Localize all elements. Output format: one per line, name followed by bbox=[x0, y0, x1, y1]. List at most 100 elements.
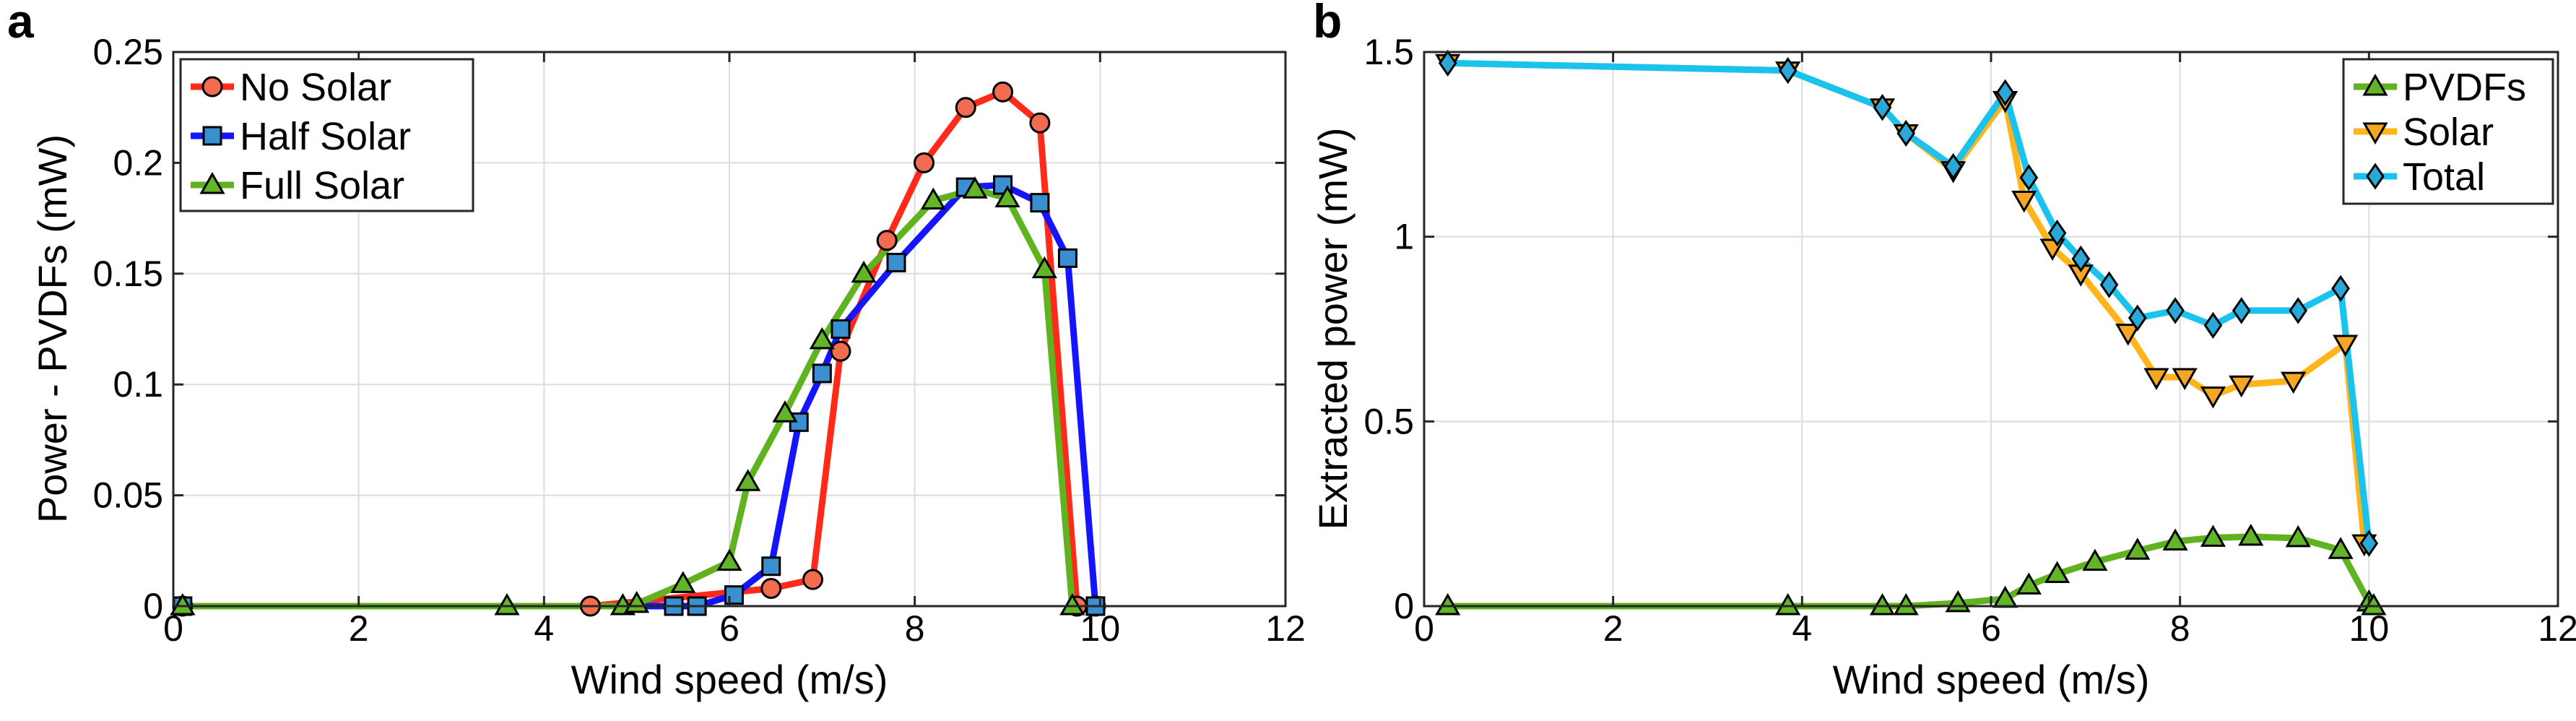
panel-b-series-pvdfs-point bbox=[2016, 572, 2042, 595]
panel-a-xtick-label: 6 bbox=[719, 608, 740, 649]
panel-b-series-pvdfs-point bbox=[2162, 528, 2188, 551]
panel-b-series-pvdfs-point bbox=[2082, 548, 2108, 571]
panel-b-series-pvdfs-point bbox=[1869, 592, 1896, 616]
panel-b-series-solar-point bbox=[2115, 324, 2141, 346]
panel-a-ylabel: Power - PVDFs (mW) bbox=[30, 134, 75, 523]
panel-a-series-full-solar-point bbox=[170, 592, 196, 616]
panel-a-series-half-solar-point bbox=[1057, 248, 1077, 268]
panel-b-xtick-label: 8 bbox=[2170, 608, 2190, 649]
panel-b-series-total-point bbox=[1873, 94, 1892, 121]
panel-b-series-total-point bbox=[1896, 119, 1916, 147]
panel-a-series-full-solar-point bbox=[962, 176, 988, 199]
panel-a-series-full-solar-point bbox=[735, 469, 761, 491]
panel-a-series-full-solar-point bbox=[772, 400, 798, 423]
panel-a-ytick-label: 0.2 bbox=[113, 142, 163, 183]
panel-b-series-solar-point bbox=[2200, 387, 2226, 409]
panel-a-ytick-label: 0 bbox=[143, 586, 163, 626]
panel-b-xtick-label: 12 bbox=[2538, 608, 2576, 649]
panel-b-series-solar-point bbox=[2172, 368, 2198, 390]
panel-b-series-pvdfs-point bbox=[1435, 592, 1461, 616]
panel-a-xtick-label: 10 bbox=[1080, 608, 1121, 649]
panel-b-ylabel: Extracted power (mW) bbox=[1310, 128, 1356, 530]
panel-a-legend-no-solar-label: No Solar bbox=[240, 66, 391, 109]
panel-b-series-total-point bbox=[2019, 164, 2039, 191]
panel-b-legend-solar-marker bbox=[2362, 122, 2388, 145]
panel-a-series-no-solar-point bbox=[802, 569, 823, 590]
panel-b-series-total-point bbox=[1995, 79, 2015, 106]
panel-b-series-total-point bbox=[2289, 297, 2308, 324]
panel-b-xtick-label: 0 bbox=[1414, 608, 1434, 649]
panel-b-ytick-label: 0.5 bbox=[1363, 401, 1414, 441]
panel-a-ytick-label: 0.1 bbox=[113, 364, 163, 405]
panel-b-ytick-label: 0 bbox=[1394, 586, 1414, 626]
panel-a-series-no-solar-point bbox=[830, 340, 851, 362]
panel-b-xtick-label: 4 bbox=[1792, 608, 1812, 649]
panel-b-series-total-point bbox=[2166, 297, 2185, 324]
panel-b-ticks: 0 2 4 6 8 10 12 0 0.5 1 1.5 bbox=[1363, 32, 2576, 649]
panel-a-xtick-label: 4 bbox=[534, 608, 554, 649]
panel-b-series-pvdfs-point bbox=[2200, 524, 2226, 547]
panel-b-series-total-point bbox=[1778, 56, 1797, 85]
panel-b-series-total-point bbox=[1943, 152, 1963, 181]
panel-a-xtick-label: 8 bbox=[905, 608, 925, 649]
panel-a-ytick-label: 0.15 bbox=[93, 254, 163, 294]
panel-a-legend-half-solar-marker bbox=[202, 126, 222, 146]
panel-b-xtick-label: 2 bbox=[1603, 608, 1623, 649]
panel-a-series-no-solar-point bbox=[1029, 112, 1051, 134]
panel-b-series-total-point bbox=[2359, 530, 2379, 557]
panel-b-series-total-point bbox=[2203, 311, 2223, 340]
panel-a-legend-full-solar-label: Full Solar bbox=[240, 164, 404, 207]
panel-b-series-solar-point bbox=[2143, 368, 2169, 390]
panel-b-xtick-label: 10 bbox=[2349, 608, 2390, 649]
panel-a-xtick-label: 12 bbox=[1265, 608, 1306, 649]
panel-b-series-pvdfs-point bbox=[2125, 537, 2151, 560]
panel-a-series-half-solar-point bbox=[1030, 193, 1050, 213]
panel-a-legend: No Solar Half Solar Full Solar bbox=[179, 58, 474, 212]
panel-a-series-full-solar-point bbox=[670, 571, 696, 593]
panel-a-series-full-solar-point bbox=[1031, 256, 1057, 279]
panel-b-xlabel: Wind speed (m/s) bbox=[1833, 657, 2150, 702]
panel-b-series-total-point bbox=[2071, 245, 2091, 272]
panel-a-series-no-solar-point bbox=[992, 81, 1014, 103]
panel-b-series-solar-point bbox=[2281, 371, 2307, 394]
panel-a-series-no-solar-point bbox=[955, 97, 976, 118]
panel-b-series-total-point bbox=[2047, 219, 2067, 247]
panel-b-legend-pvdfs-label: PVDFs bbox=[2403, 66, 2526, 109]
panel-a-series-half-solar-point bbox=[761, 556, 781, 577]
panel-a-series-full-solar-point bbox=[1059, 592, 1085, 616]
panel-b-series-pvdfs-point bbox=[1893, 592, 1919, 616]
panel-b-xtick-label: 6 bbox=[1981, 608, 2001, 649]
panel-b-series-pvdfs-point bbox=[2285, 524, 2311, 548]
panel-b-series-total-point bbox=[2128, 304, 2147, 332]
panel-a-xlabel: Wind speed (m/s) bbox=[571, 657, 888, 702]
panel-b-series-pvdfs-point bbox=[2238, 523, 2264, 546]
panel-a-xtick-label: 2 bbox=[349, 608, 369, 649]
panel-a-series-full-solar-point bbox=[920, 187, 946, 210]
panel-b-ytick-label: 1.5 bbox=[1363, 32, 1414, 72]
panel-a-series-half-solar-point bbox=[724, 585, 744, 605]
panel-a: a 0 2 4 6 8 10 12 0 0.05 0.1 0.15 0.2 0.25 Wind spee… bbox=[7, 0, 1306, 702]
panel-b-series-total-point bbox=[1438, 49, 1457, 77]
panel-a-series-full-solar-point bbox=[494, 592, 520, 616]
panel-b-legend-solar-label: Solar bbox=[2403, 111, 2494, 154]
panel-b-series-pvdfs-point bbox=[1775, 592, 1801, 616]
panel-a-series bbox=[170, 81, 1106, 617]
panel-b-series-solar-point bbox=[2229, 375, 2255, 398]
panel-a-series-half-solar-point bbox=[993, 175, 1013, 195]
panel-a-series-no-solar-point bbox=[760, 577, 782, 599]
panel-a-series-full-solar-point bbox=[809, 327, 835, 350]
panel-b-series-pvdfs-point bbox=[2328, 537, 2354, 559]
panel-b-series-pvdfs-point bbox=[2044, 561, 2070, 584]
panel-a-legend-full-solar-marker bbox=[199, 171, 225, 194]
panel-a-ticks: 0 2 4 6 8 10 12 0 0.05 0.1 0.15 0.2 0.25 bbox=[93, 32, 1306, 649]
panel-a-legend-no-solar-marker bbox=[201, 76, 223, 98]
panel-b-legend-total-marker bbox=[2366, 163, 2385, 190]
panel-b-label: b bbox=[1313, 0, 1342, 48]
panel-a-series-full-solar-point bbox=[851, 260, 877, 283]
panel-b: b 0 2 4 6 8 10 12 0 0.5 1 1.5 Wind speed (m/s) Ext… bbox=[1310, 0, 2576, 702]
panel-b-series bbox=[1435, 49, 2387, 616]
panel-a-legend-half-solar-label: Half Solar bbox=[240, 115, 411, 158]
panel-a-series-full-solar-point bbox=[994, 185, 1020, 207]
